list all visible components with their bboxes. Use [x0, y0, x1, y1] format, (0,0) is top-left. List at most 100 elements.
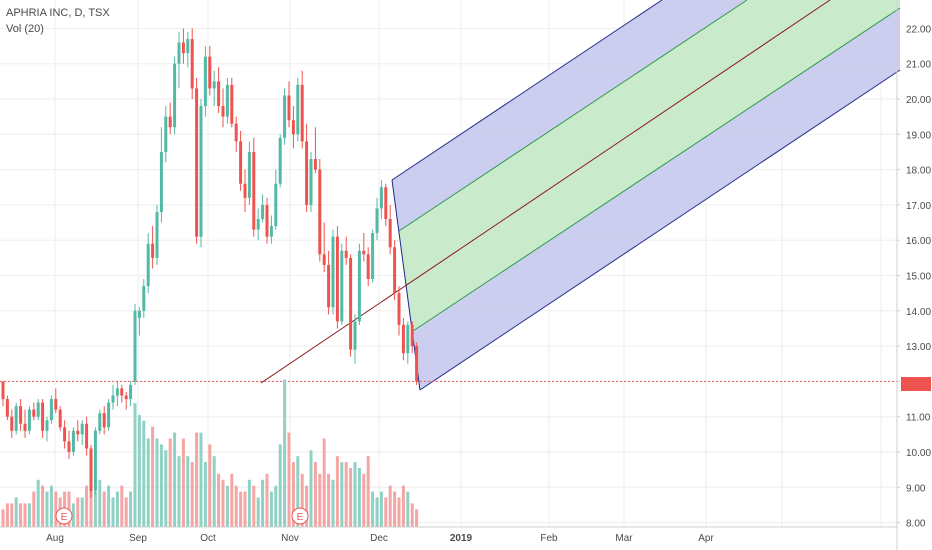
- candle-body: [102, 413, 106, 428]
- candle-body: [159, 151, 163, 212]
- candle-body: [384, 187, 388, 220]
- candle-body: [349, 257, 353, 350]
- earnings-marker: E: [55, 507, 73, 525]
- candle-body: [362, 250, 366, 255]
- y-tick-label: 14.00: [906, 307, 931, 318]
- volume-bar: [344, 462, 348, 527]
- volume-bar: [406, 491, 410, 527]
- volume-bar: [45, 491, 49, 527]
- y-tick-label: 18.00: [906, 166, 931, 177]
- volume-bar: [357, 468, 361, 527]
- volume-bar: [107, 485, 111, 527]
- volume-bar: [269, 491, 273, 527]
- candle-body: [45, 420, 49, 431]
- volume-bar: [221, 479, 225, 527]
- candle-body: [32, 409, 36, 417]
- candle-body: [41, 402, 45, 431]
- candle-body: [190, 38, 194, 89]
- candle-body: [98, 413, 102, 431]
- volume-bar: [353, 462, 357, 527]
- y-tick-label: 9.00: [906, 483, 926, 494]
- candle-body: [36, 402, 40, 417]
- candle-body: [274, 183, 278, 227]
- candle-body: [401, 324, 405, 354]
- volume-bar: [159, 444, 163, 527]
- volume-bar: [76, 497, 80, 527]
- volume-bar: [5, 503, 9, 527]
- volume-bar: [173, 432, 177, 527]
- candle-body: [80, 423, 84, 435]
- candle-body: [388, 219, 392, 248]
- candle-body: [261, 204, 265, 220]
- candle-body: [291, 120, 295, 135]
- y-tick-label: 22.00: [906, 24, 931, 35]
- volume-bar: [80, 497, 84, 527]
- last-price-tag: [901, 377, 931, 391]
- volume-bar: [349, 468, 353, 527]
- y-tick-label: 11.00: [906, 413, 931, 424]
- volume-bar: [230, 473, 234, 527]
- earnings-circle: [291, 507, 309, 525]
- candle-body: [327, 264, 331, 308]
- candle-body: [54, 399, 58, 410]
- y-tick-label: 16.00: [906, 236, 931, 247]
- candle-body: [199, 106, 203, 237]
- volume-bar: [41, 485, 45, 527]
- volume-bar: [36, 479, 40, 527]
- volume-bar: [146, 438, 150, 527]
- candle-body: [269, 226, 273, 237]
- volume-bar: [212, 456, 216, 527]
- candle-body: [107, 402, 111, 428]
- volume-bar: [239, 491, 243, 527]
- candle-body: [225, 84, 229, 117]
- volume-bar: [371, 491, 375, 527]
- pitchfork-upper-line: [391, 0, 663, 181]
- x-tick-label: Apr: [698, 533, 714, 544]
- earnings-marker: E: [291, 507, 309, 525]
- x-tick-label: Feb: [540, 533, 558, 544]
- candle-body: [195, 88, 199, 237]
- candle-body: [366, 254, 370, 280]
- earnings-label: E: [297, 512, 304, 523]
- candle-body: [155, 211, 159, 258]
- x-tick-label: Mar: [615, 533, 633, 544]
- candle-body: [164, 116, 168, 152]
- volume-bar: [247, 479, 251, 527]
- x-tick-label: Sep: [129, 533, 147, 544]
- earnings-label: E: [61, 512, 68, 523]
- candle-body: [283, 95, 287, 138]
- candle-body: [89, 448, 93, 491]
- volume-bar: [384, 497, 388, 527]
- candle-body: [1, 381, 5, 400]
- volume-bar: [120, 485, 124, 527]
- volume-bar: [186, 456, 190, 527]
- volume-bar: [375, 497, 379, 527]
- candle-body: [120, 388, 124, 396]
- volume-bar: [322, 438, 326, 527]
- candle-body: [71, 430, 75, 452]
- volume-bar: [19, 503, 23, 527]
- candle-body: [5, 399, 9, 417]
- volume-bar: [309, 450, 313, 527]
- candle-body: [331, 236, 335, 308]
- volume-bar: [177, 456, 181, 527]
- volume-bar: [366, 456, 370, 527]
- volume-bar: [54, 491, 58, 527]
- volume-bar: [393, 491, 397, 527]
- x-tick-label: Nov: [281, 533, 299, 544]
- candle-body: [357, 250, 361, 322]
- symbol-title: APHRIA INC, D, TSX: [6, 7, 110, 19]
- x-tick-label: 2019: [450, 533, 473, 544]
- candle-body: [217, 81, 221, 107]
- candle-body: [63, 427, 67, 442]
- volume-bar: [318, 473, 322, 527]
- volume-bar: [199, 432, 203, 527]
- candle-body: [265, 204, 269, 237]
- earnings-circle: [55, 507, 73, 525]
- candle-body: [173, 63, 177, 128]
- volume-bar: [151, 426, 155, 527]
- candle-body: [278, 137, 282, 184]
- volume-bar: [291, 462, 295, 527]
